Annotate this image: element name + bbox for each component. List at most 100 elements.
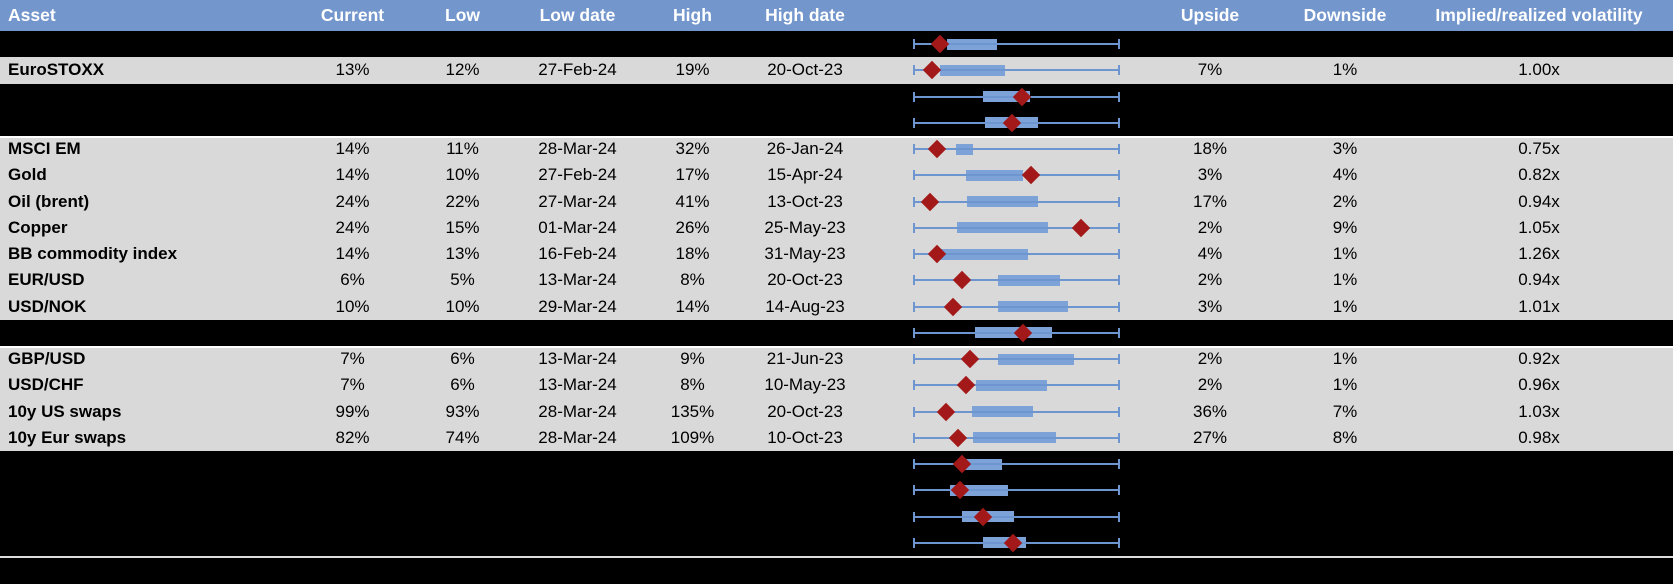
upside-value: 2% (1197, 270, 1223, 290)
downside-value: 8% (1332, 427, 1358, 447)
range-boxplot (860, 530, 1135, 556)
low-value: 6% (450, 349, 475, 369)
header-cell-upside: Upside (1180, 5, 1240, 25)
whisker-line (913, 200, 1118, 203)
asset-name: Oil (brent) (8, 191, 90, 211)
whisker-cap-left (913, 170, 916, 181)
low-date: 27-Feb-24 (538, 165, 617, 185)
implied-realized-ratio: 0.94x (1518, 270, 1560, 290)
current-value: 24% (335, 217, 370, 237)
high-date: 20-Oct-23 (767, 60, 843, 80)
header-cell-high-date: High date (765, 5, 845, 25)
whisker-cap-left (913, 459, 916, 470)
high-value: 109% (670, 427, 715, 447)
whisker-cap-right (1117, 39, 1120, 50)
range-boxplot (860, 372, 1135, 398)
diamond-marker-icon (1071, 218, 1091, 238)
high-value: 32% (675, 139, 710, 159)
asset-name: EUR/USD (8, 270, 85, 290)
high-value: 9% (680, 349, 705, 369)
whisker-cap-right (1117, 196, 1120, 207)
spacer-row (0, 503, 1673, 530)
whisker-cap-left (913, 380, 916, 391)
spacer-row (0, 31, 1673, 58)
current-value: 14% (335, 244, 370, 264)
low-value: 11% (446, 139, 479, 159)
low-date: 27-Mar-24 (538, 191, 617, 211)
high-date: 13-Oct-23 (767, 191, 843, 211)
table-row: USD/NOK 10% 10% 29-Mar-24 14% 14-Aug-23 … (0, 293, 1673, 320)
low-date: 27-Feb-24 (538, 60, 617, 80)
range-boxplot (860, 451, 1135, 477)
whisker-cap-right (1117, 65, 1120, 76)
header-cell-downside: Downside (1303, 5, 1387, 25)
table-row: Gold 14% 10% 27-Feb-24 17% 15-Apr-24 3% … (0, 162, 1673, 189)
diamond-marker-icon (936, 402, 956, 421)
implied-realized-ratio: 0.96x (1518, 375, 1560, 395)
asset-name: MSCI EM (8, 139, 81, 159)
low-value: 10% (445, 296, 480, 316)
low-date: 29-Mar-24 (538, 296, 617, 316)
header-cell-low: Low (445, 5, 480, 25)
low-date: 28-Mar-24 (538, 401, 617, 421)
upside-value: 2% (1197, 375, 1223, 395)
table-row: 10y Eur swaps 82% 74% 28-Mar-24 109% 10-… (0, 424, 1673, 451)
header-cell-implied-realized-volatility: Implied/realized volatility (1435, 5, 1643, 25)
table-row: MSCI EM 14% 11% 28-Mar-24 32% 26-Jan-24 … (0, 136, 1673, 163)
range-boxplot (860, 294, 1135, 320)
whisker-cap-right (1117, 275, 1120, 286)
high-value: 135% (670, 401, 715, 421)
high-value: 17% (675, 165, 710, 185)
low-value: 6% (450, 375, 475, 395)
range-boxplot (860, 320, 1135, 346)
whisker-line (913, 226, 1118, 229)
upside-value: 2% (1197, 217, 1223, 237)
whisker-cap-left (913, 249, 916, 260)
low-date: 16-Feb-24 (538, 244, 617, 264)
upside-value: 4% (1197, 244, 1223, 264)
low-date: 01-Mar-24 (538, 217, 617, 237)
header-row: Asset Current Low Low date High High dat… (0, 0, 1673, 31)
high-date: 15-Apr-24 (767, 165, 843, 185)
upside-value: 7% (1197, 60, 1223, 80)
whisker-cap-left (913, 196, 916, 207)
header-cell-rangeplot (860, 0, 1135, 31)
whisker-cap-right (1117, 222, 1120, 233)
asset-name: USD/NOK (8, 296, 87, 316)
current-value: 13% (335, 60, 370, 80)
upside-value: 17% (1192, 191, 1228, 211)
current-value: 14% (335, 165, 370, 185)
low-date: 13-Mar-24 (538, 375, 617, 395)
low-value: 12% (445, 60, 480, 80)
whisker-cap-right (1117, 144, 1120, 155)
whisker-cap-right (1117, 485, 1120, 496)
diamond-marker-icon (920, 192, 940, 211)
asset-name: USD/CHF (8, 375, 84, 395)
downside-value: 1% (1332, 349, 1358, 369)
high-date: 21-Jun-23 (766, 349, 844, 369)
low-date: 28-Mar-24 (538, 427, 617, 447)
upside-value: 18% (1192, 139, 1228, 159)
whisker-cap-left (913, 327, 916, 338)
range-boxplot (860, 57, 1135, 83)
whisker-cap-left (913, 144, 916, 155)
high-value: 14% (675, 296, 710, 316)
high-date: 20-Oct-23 (767, 401, 843, 421)
whisker-line (913, 436, 1118, 439)
implied-realized-ratio: 0.92x (1518, 349, 1560, 369)
upside-value: 2% (1197, 349, 1223, 369)
whisker-cap-right (1117, 459, 1120, 470)
implied-realized-ratio: 1.00x (1518, 60, 1560, 80)
whisker-cap-left (913, 301, 916, 312)
spacer-row (0, 109, 1673, 136)
whisker-line (913, 148, 1118, 151)
spacer-row (0, 451, 1673, 478)
high-value: 8% (680, 270, 705, 290)
high-date: 31-May-23 (764, 244, 846, 264)
whisker-cap-right (1117, 170, 1120, 181)
downside-value: 1% (1332, 60, 1358, 80)
high-value: 19% (675, 60, 710, 80)
upside-value: 3% (1197, 165, 1223, 185)
whisker-cap-left (913, 485, 916, 496)
whisker-cap-right (1117, 117, 1120, 128)
